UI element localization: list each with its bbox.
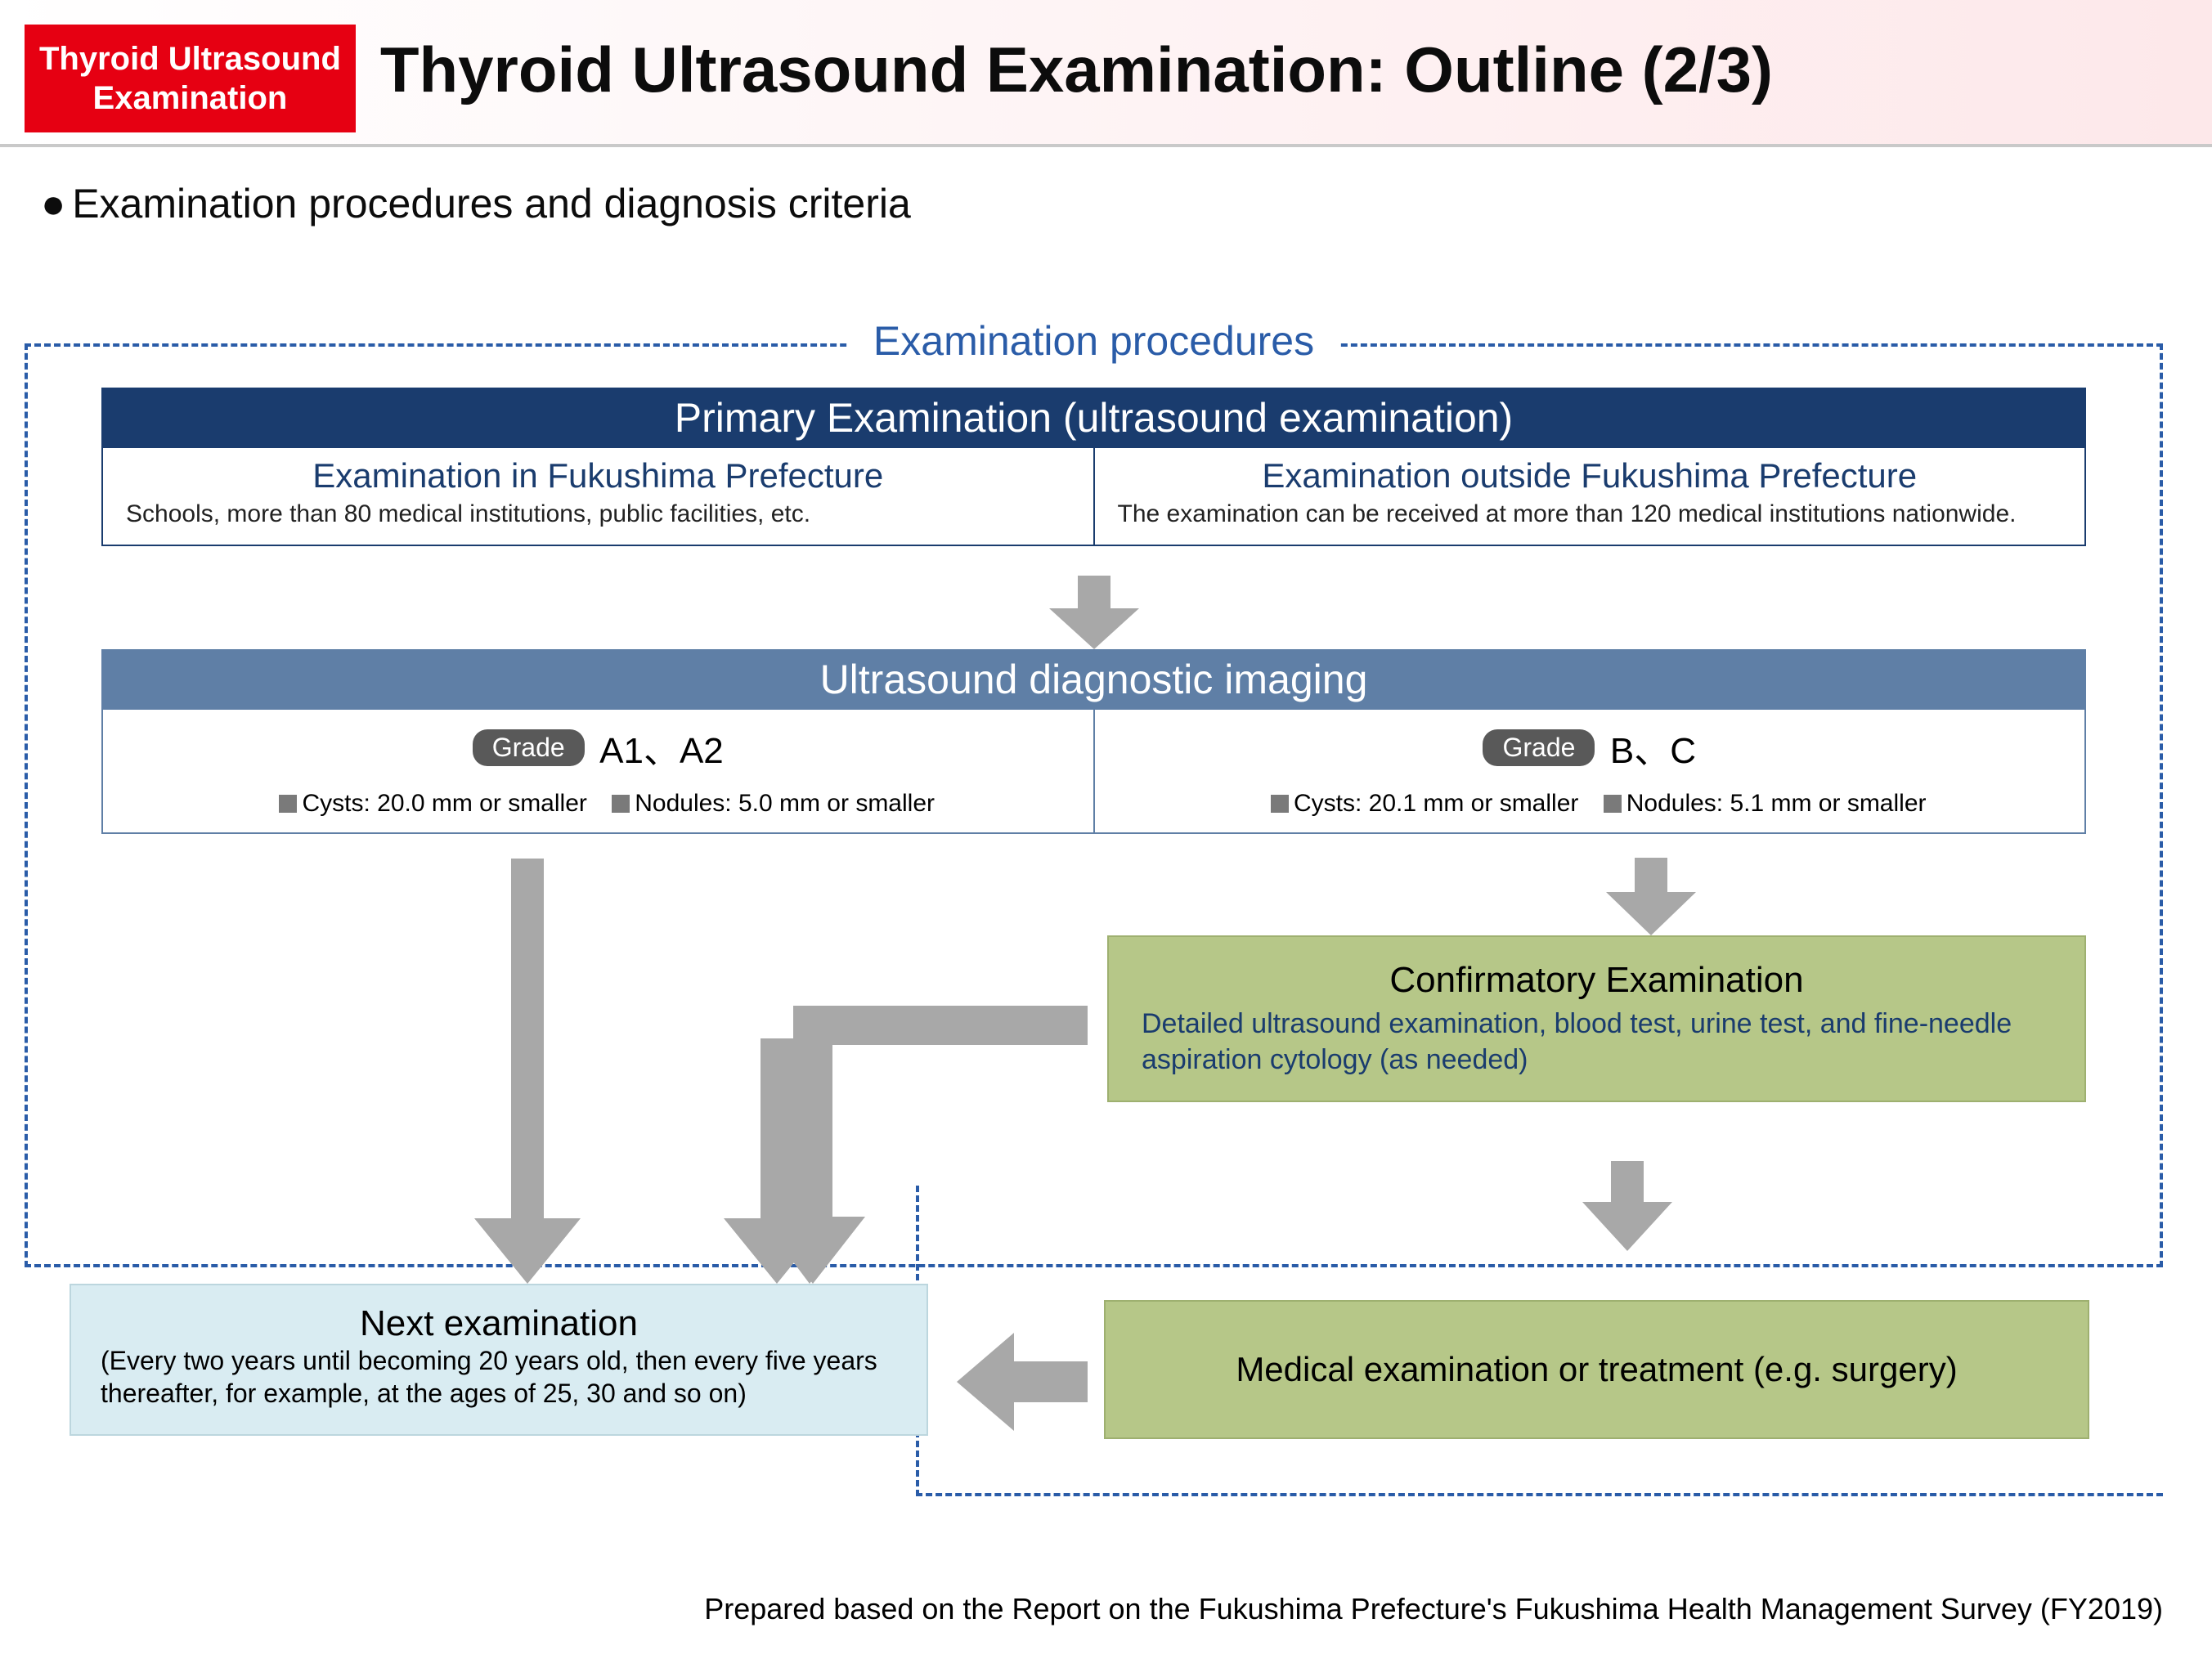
udi-right-cell: Grade B、C Cysts: 20.1 mm or smaller Nodu… [1095, 710, 2087, 834]
grade-pill-right: Grade [1483, 729, 1595, 766]
next-exam-box: Next examination (Every two years until … [70, 1284, 928, 1436]
source-footnote: Prepared based on the Report on the Fuku… [704, 1592, 2163, 1626]
procedures-fieldset: Examination procedures Primary Examinati… [25, 343, 2163, 1267]
slide-header: Thyroid Ultrasound Examination Thyroid U… [0, 0, 2212, 147]
category-badge: Thyroid Ultrasound Examination [25, 25, 356, 132]
square-icon [612, 795, 630, 813]
udi-header: Ultrasound diagnostic imaging [101, 649, 2086, 710]
square-icon [279, 795, 297, 813]
primary-right-desc: The examination can be received at more … [1118, 499, 2062, 530]
primary-exam-box: Primary Examination (ultrasound examinat… [101, 388, 2086, 546]
section-heading: Examination procedures and diagnosis cri… [0, 147, 2212, 227]
udi-right-nodules: Nodules: 5.1 mm or smaller [1626, 790, 1927, 817]
medical-treatment-box: Medical examination or treatment (e.g. s… [1104, 1300, 2089, 1439]
badge-line1: Thyroid Ultrasound [39, 39, 341, 78]
badge-line2: Examination [39, 78, 341, 118]
nextexam-desc: (Every two years until becoming 20 years… [101, 1344, 897, 1410]
confirm-title: Confirmatory Examination [1142, 960, 2052, 1001]
fieldset-label: Examination procedures [849, 317, 1339, 365]
nextexam-title: Next examination [101, 1303, 897, 1344]
primary-left-desc: Schools, more than 80 medical institutio… [126, 499, 1070, 530]
udi-box: Ultrasound diagnostic imaging Grade A1、A… [101, 649, 2086, 834]
grade-pill-left: Grade [473, 729, 585, 766]
udi-left-cysts: Cysts: 20.0 mm or smaller [302, 790, 586, 817]
udi-left-cell: Grade A1、A2 Cysts: 20.0 mm or smaller No… [101, 710, 1095, 834]
square-icon [1271, 795, 1289, 813]
udi-right-cysts: Cysts: 20.1 mm or smaller [1294, 790, 1578, 817]
medtreat-text: Medical examination or treatment (e.g. s… [1236, 1350, 1957, 1389]
confirmatory-box: Confirmatory Examination Detailed ultras… [1107, 935, 2086, 1102]
primary-left-cell: Examination in Fukushima Prefecture Scho… [101, 448, 1095, 546]
primary-left-title: Examination in Fukushima Prefecture [126, 456, 1070, 495]
udi-left-nodules: Nodules: 5.0 mm or smaller [635, 790, 935, 817]
primary-header: Primary Examination (ultrasound examinat… [101, 388, 2086, 448]
primary-right-cell: Examination outside Fukushima Prefecture… [1095, 448, 2087, 546]
udi-left-criteria: Cysts: 20.0 mm or smaller Nodules: 5.0 m… [119, 790, 1077, 818]
arrow-down-icon [1606, 858, 1696, 935]
confirm-desc: Detailed ultrasound examination, blood t… [1142, 1006, 2052, 1078]
arrow-down-long-icon [474, 859, 581, 1284]
arrow-left-icon [957, 1333, 1088, 1431]
udi-right-grade: B、C [1610, 731, 1696, 771]
arrow-down-icon [1049, 576, 1139, 649]
udi-left-grade: A1、A2 [599, 731, 724, 771]
udi-right-criteria: Cysts: 20.1 mm or smaller Nodules: 5.1 m… [1111, 790, 2069, 818]
primary-right-title: Examination outside Fukushima Prefecture [1118, 456, 2062, 495]
square-icon [1604, 795, 1622, 813]
page-title: Thyroid Ultrasound Examination: Outline … [380, 33, 1773, 107]
